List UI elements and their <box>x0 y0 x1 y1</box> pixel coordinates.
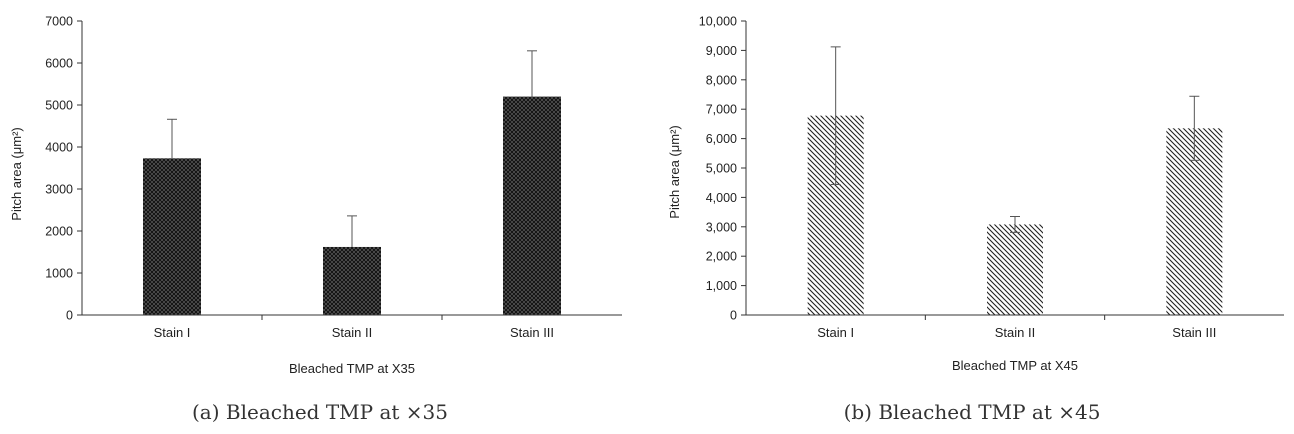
chart-a: Pitch area (μm²) Bleached TMP at X35 Sta… <box>9 15 622 376</box>
x-tick-label: Stain III <box>1172 325 1216 340</box>
bar <box>323 246 381 315</box>
y-tick-label: 2,000 <box>706 250 737 264</box>
y-tick-label: 7,000 <box>706 103 737 117</box>
x-tick-label: Stain II <box>332 325 372 340</box>
y-tick-label: 7000 <box>45 15 73 29</box>
y-tick-label: 2000 <box>45 225 73 239</box>
caption-b: (b) Bleached TMP at ×45 <box>843 400 1101 424</box>
y-tick-label: 3,000 <box>706 220 737 234</box>
chart-panel-a: Pitch area (μm²) Bleached TMP at X35 Sta… <box>0 0 640 434</box>
y-axis-label: Pitch area (μm²) <box>9 127 24 220</box>
y-tick-label: 0 <box>730 309 737 323</box>
y-tick-label: 5000 <box>45 99 73 113</box>
y-axis-label: Pitch area (μm²) <box>667 125 682 218</box>
bar <box>503 96 561 315</box>
x-tick-label: Stain II <box>995 325 1035 340</box>
y-tick-label: 5,000 <box>706 162 737 176</box>
x-tick-label: Stain I <box>817 325 854 340</box>
chart-panel-b: Pitch area (μm²) Bleached TMP at X45 Sta… <box>650 0 1294 434</box>
y-tick-label: 3000 <box>45 183 73 197</box>
y-tick-label: 4,000 <box>706 191 737 205</box>
y-tick-label: 1000 <box>45 267 73 281</box>
bar <box>143 158 201 315</box>
y-tick-label: 1,000 <box>706 279 737 293</box>
x-tick-label: Stain I <box>154 325 191 340</box>
chart-b: Pitch area (μm²) Bleached TMP at X45 Sta… <box>667 15 1284 373</box>
y-tick-label: 4000 <box>45 141 73 155</box>
y-tick-label: 8,000 <box>706 73 737 87</box>
y-tick-label: 9,000 <box>706 44 737 58</box>
bar <box>987 224 1043 315</box>
y-tick-label: 6,000 <box>706 132 737 146</box>
x-axis-label: Bleached TMP at X45 <box>952 358 1078 373</box>
y-tick-label: 10,000 <box>699 15 737 29</box>
x-axis-label: Bleached TMP at X35 <box>289 361 415 376</box>
y-tick-label: 6000 <box>45 57 73 71</box>
y-tick-label: 0 <box>66 309 73 323</box>
caption-a: (a) Bleached TMP at ×35 <box>192 400 448 424</box>
x-tick-label: Stain III <box>510 325 554 340</box>
